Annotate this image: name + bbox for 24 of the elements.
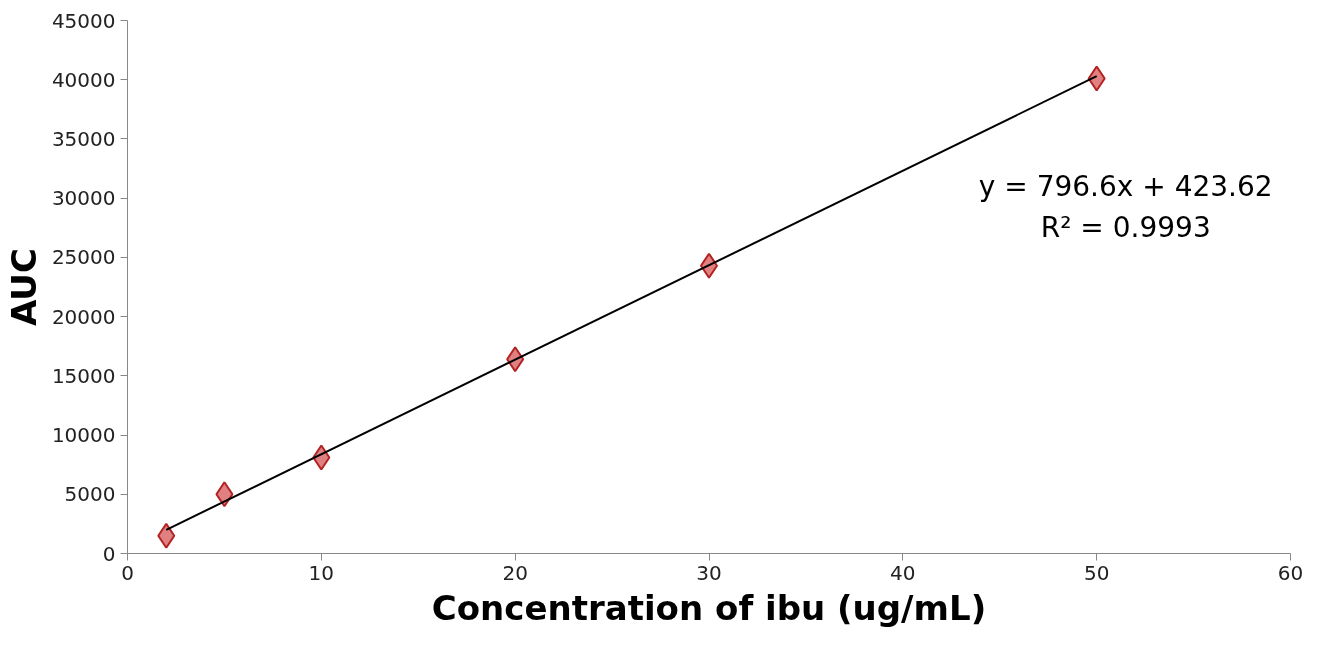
y-tick-label: 15000 <box>51 363 116 388</box>
y-tick-label: 5000 <box>64 482 116 507</box>
y-tick-label: 20000 <box>51 304 116 329</box>
y-tick-label: 30000 <box>51 186 116 211</box>
y-tick-label: 0 <box>102 541 116 566</box>
x-tick-label: 60 <box>1277 560 1304 585</box>
x-tick-label: 10 <box>308 560 335 585</box>
point <box>1087 65 1106 92</box>
x-tick-label: 50 <box>1083 560 1110 585</box>
y-tick-label: 45000 <box>51 8 116 33</box>
y-tick-label: 35000 <box>51 126 116 151</box>
y-tick-label: 25000 <box>51 245 116 270</box>
annotation: R² = 0.9993 <box>1040 211 1211 245</box>
x-axis-title: Concentration of ibu (ug/mL) <box>431 587 987 628</box>
annotation: y = 796.6x + 423.62 <box>978 169 1273 203</box>
x-tick-label: 30 <box>696 560 722 585</box>
point <box>157 522 176 549</box>
point <box>215 481 234 508</box>
x-tick-label: 20 <box>502 560 528 585</box>
x-tick-label: 40 <box>890 560 916 585</box>
y-tick-label: 10000 <box>51 423 116 448</box>
x-tick-label: 0 <box>121 560 134 585</box>
y-tick-label: 40000 <box>51 67 116 92</box>
y-axis-title: AUC <box>3 248 44 326</box>
